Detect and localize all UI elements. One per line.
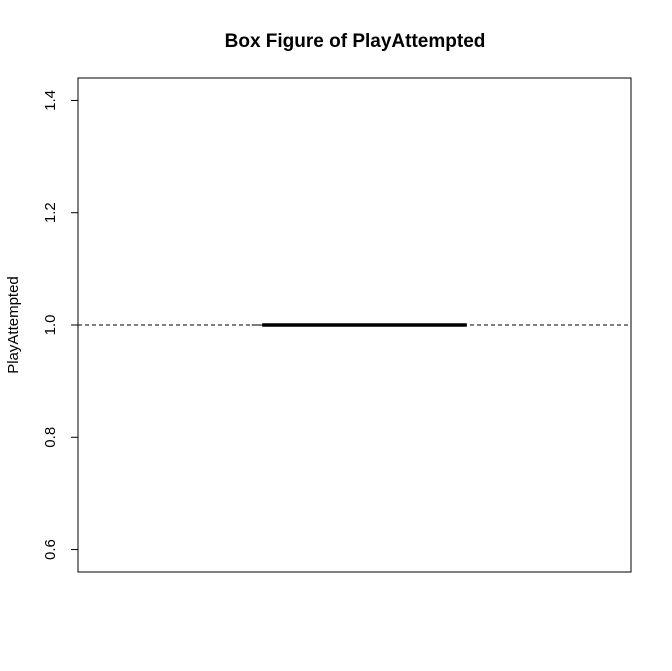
y-tick-label: 0.6 <box>42 539 59 560</box>
y-tick-label: 1.2 <box>42 202 59 223</box>
y-axis: 0.6 0.8 1.0 1.2 1.4 <box>42 90 79 560</box>
y-tick-label: 0.8 <box>42 427 59 448</box>
chart-title: Box Figure of PlayAttempted <box>225 31 486 52</box>
y-axis-label: PlayAttempted <box>5 276 22 374</box>
y-tick-label: 1.4 <box>42 90 59 111</box>
y-tick-label: 1.0 <box>42 315 59 336</box>
